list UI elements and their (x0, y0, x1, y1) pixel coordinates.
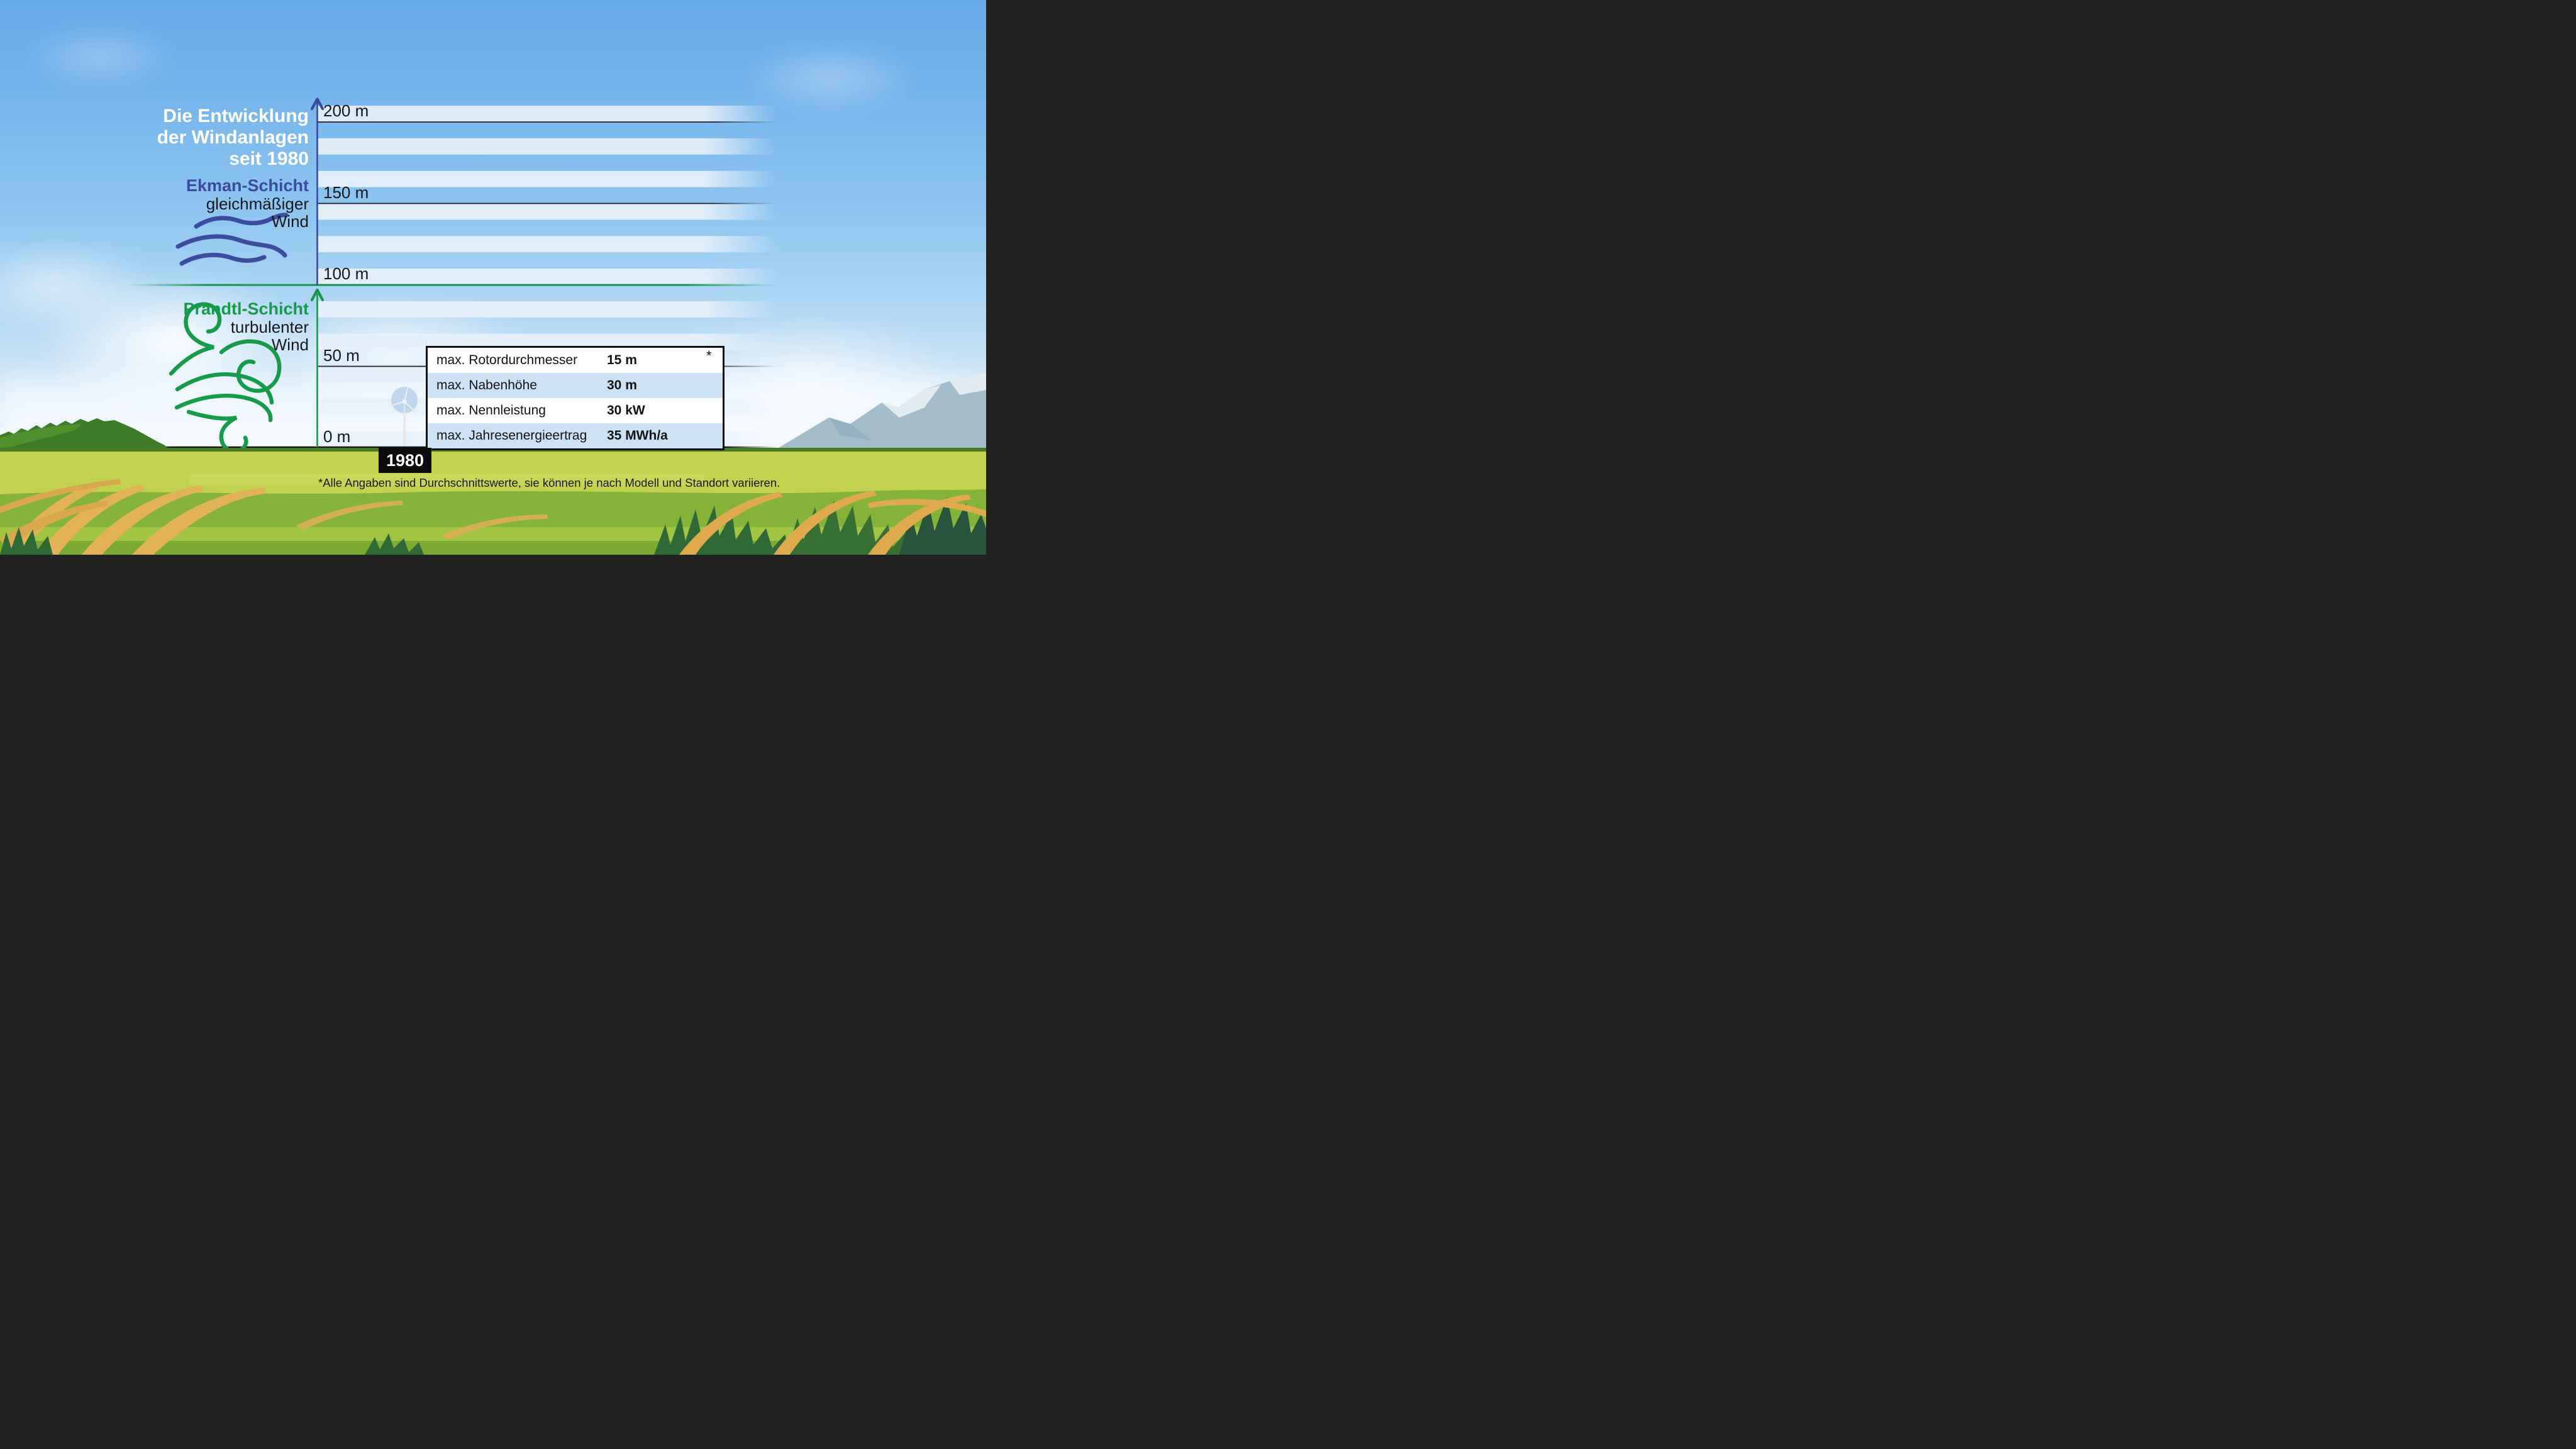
axis-tick-0m: 0 m (323, 427, 351, 446)
spec-label: max. Rotordurchmesser (436, 353, 578, 367)
ekman-layer-desc: Wind (271, 212, 309, 231)
ekman-layer-name: Ekman-Schicht (186, 176, 309, 195)
prandtl-layer-desc: turbulenter (230, 318, 309, 336)
cloud (25, 25, 176, 88)
landscape (0, 372, 986, 555)
axis-tick-100m: 100 m (323, 264, 369, 283)
ekman-layer-desc: gleichmäßiger (206, 194, 309, 213)
wheat-center (296, 501, 548, 540)
spec-value: 15 m (607, 353, 637, 367)
spec-value: 30 kW (607, 403, 645, 418)
axis-tick-50m: 50 m (323, 346, 360, 365)
footnote-marker: * (706, 348, 712, 364)
cloud (742, 44, 918, 113)
height-axis-upper (310, 97, 325, 285)
year-badge: 1980 (379, 448, 431, 473)
title-line: Die Entwicklung (163, 106, 309, 126)
wheat-left (0, 479, 265, 555)
title-line: der Windanlagen (157, 127, 309, 148)
mountain (779, 372, 986, 448)
wheat-right (679, 491, 986, 555)
spec-label: max. Nabenhöhe (436, 378, 537, 392)
table-row: max. Rotordurchmesser 15 m * (428, 348, 723, 373)
height-axis-lower (310, 288, 325, 447)
axis-tick-200m: 200 m (323, 101, 369, 120)
up-arrow-icon (310, 97, 325, 111)
steady-wind-icon (175, 213, 289, 266)
page-title: Die Entwicklung der Windanlagen seit 198… (75, 106, 309, 170)
cloud (0, 239, 157, 333)
turbine-spec-table: max. Rotordurchmesser 15 m * max. Nabenh… (426, 346, 724, 450)
infographic-canvas: Die Entwicklung der Windanlagen seit 198… (0, 0, 986, 555)
table-row: max. Nabenhöhe 30 m (428, 373, 723, 398)
prandtl-layer-name: Prandtl-Schicht (183, 299, 309, 318)
chart-artwork (0, 97, 986, 555)
title-line: seit 1980 (229, 148, 309, 169)
layer-boundary-line (129, 284, 777, 286)
up-arrow-icon (310, 288, 325, 302)
bush (0, 418, 167, 448)
axis-tick-150m: 150 m (323, 183, 369, 202)
spec-value: 35 MWh/a (607, 428, 668, 443)
table-row: max. Nennleistung 30 kW (428, 398, 723, 423)
spec-value: 30 m (607, 378, 637, 392)
prandtl-layer-label: Prandtl-Schicht turbulenter Wind (75, 299, 309, 353)
prandtl-layer-desc: Wind (271, 335, 309, 354)
spec-label: max. Jahresenergieertrag (436, 428, 587, 443)
ekman-layer-label: Ekman-Schicht gleichmäßiger Wind (75, 176, 309, 230)
table-row: max. Jahresenergieertrag 35 MWh/a (428, 423, 723, 448)
wind-turbine (390, 387, 418, 447)
spec-label: max. Nennleistung (436, 403, 546, 418)
footnote: *Alle Angaben sind Durchschnittswerte, s… (318, 476, 780, 489)
